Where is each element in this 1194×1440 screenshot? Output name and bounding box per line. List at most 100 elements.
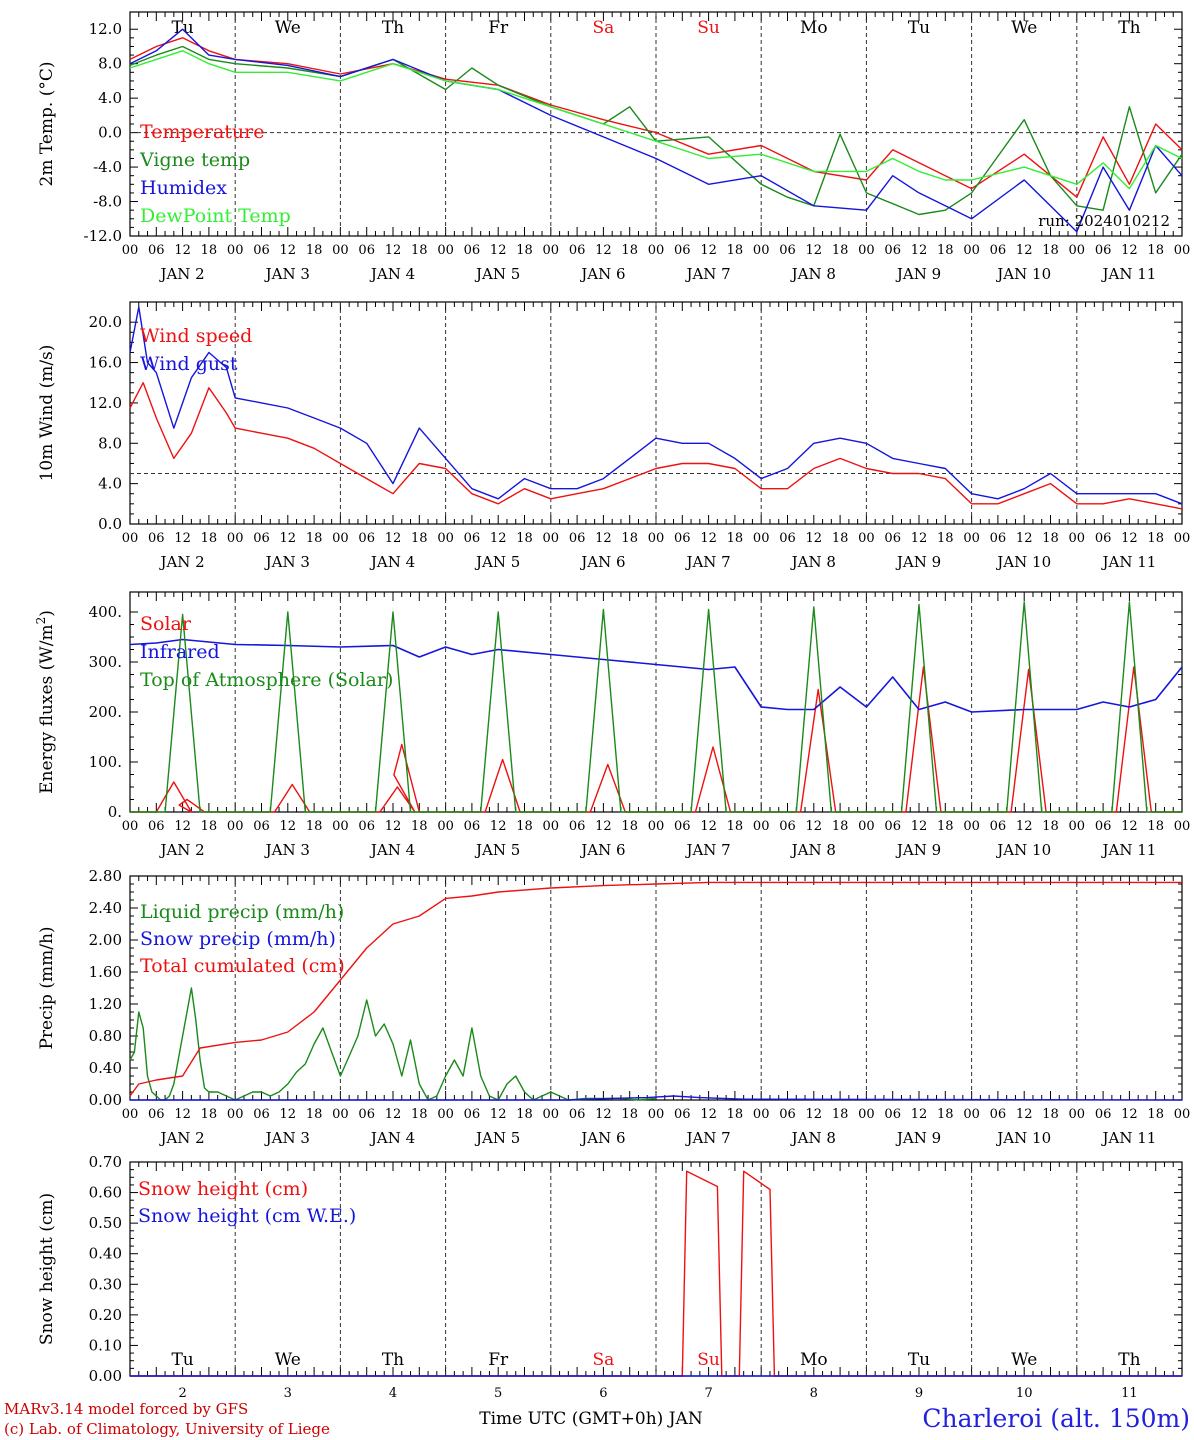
hour-tick-label: 00 xyxy=(332,531,349,546)
hour-tick-label: 00 xyxy=(437,1107,454,1122)
hour-tick-label: 06 xyxy=(1095,531,1112,546)
day-of-week-label: Su xyxy=(697,18,720,38)
day-of-week-label: Th xyxy=(1118,18,1140,38)
y-tick-label: -12.0 xyxy=(84,227,122,245)
hour-tick-label: 12 xyxy=(1121,243,1138,258)
hour-tick-label: 18 xyxy=(727,819,744,834)
hour-tick-label: 18 xyxy=(201,531,218,546)
hour-tick-label: 12 xyxy=(385,243,402,258)
hour-tick-label: 06 xyxy=(884,1107,901,1122)
hour-tick-label: 00 xyxy=(122,243,139,258)
hour-tick-label: 12 xyxy=(911,531,928,546)
date-label: JAN 7 xyxy=(684,1129,730,1147)
date-label: JAN 10 xyxy=(995,841,1051,859)
series-line-wind-gust xyxy=(129,306,1183,505)
hour-tick-label: 18 xyxy=(411,1107,428,1122)
y-tick-label: 12.0 xyxy=(89,20,122,38)
hour-tick-label: 12 xyxy=(806,819,823,834)
hour-tick-label: 18 xyxy=(201,1107,218,1122)
hour-tick-label: 12 xyxy=(1016,819,1033,834)
hour-tick-label: 00 xyxy=(437,531,454,546)
series-line-humidex xyxy=(129,28,1183,233)
hour-tick-label: 00 xyxy=(543,243,560,258)
hour-tick-label: 12 xyxy=(174,243,191,258)
hour-tick-label: 18 xyxy=(1042,531,1059,546)
hour-tick-label: 00 xyxy=(1069,1107,1086,1122)
legend-entry: Total cumulated (cm) xyxy=(140,955,345,977)
hour-tick-label: 06 xyxy=(464,243,481,258)
date-label: JAN 11 xyxy=(1100,841,1156,859)
hour-tick-label: 00 xyxy=(437,243,454,258)
hour-tick-label: 12 xyxy=(1016,243,1033,258)
y-tick-label: 4.0 xyxy=(98,475,122,493)
date-label: JAN 2 xyxy=(158,1129,204,1147)
hour-tick-label: 12 xyxy=(595,243,612,258)
day-of-week-label: Th xyxy=(1118,1350,1140,1370)
hour-tick-label: 18 xyxy=(727,531,744,546)
legend-entry: Snow height (cm W.E.) xyxy=(138,1205,356,1227)
date-label: JAN 9 xyxy=(895,553,941,571)
legend-entry: Snow height (cm) xyxy=(138,1178,308,1200)
hour-tick-label: 00 xyxy=(122,531,139,546)
date-label: JAN 9 xyxy=(895,265,941,283)
series-line-top-of-atmosphere-solar- xyxy=(130,601,1182,813)
day-of-week-label: Fr xyxy=(488,1350,509,1370)
hour-tick-label: 12 xyxy=(174,531,191,546)
date-label: JAN 7 xyxy=(684,265,730,283)
hour-tick-label: 00 xyxy=(753,243,770,258)
hour-tick-label: 00 xyxy=(648,1107,665,1122)
hour-tick-label: 12 xyxy=(174,1107,191,1122)
series-line-liquid-precip-mm-h- xyxy=(129,987,657,1101)
y-tick-label: -8.0 xyxy=(93,193,122,211)
hour-tick-label: 00 xyxy=(122,1107,139,1122)
legend-entry: Vigne temp xyxy=(139,149,250,171)
hour-tick-label: 06 xyxy=(674,531,691,546)
hour-tick-label: 00 xyxy=(227,531,244,546)
date-number-label: 11 xyxy=(1121,1386,1138,1401)
hour-tick-label: 18 xyxy=(516,1107,533,1122)
hour-tick-label: 00 xyxy=(543,1107,560,1122)
hour-tick-label: 06 xyxy=(148,1107,165,1122)
hour-tick-label: 18 xyxy=(832,1107,849,1122)
panel-4: 2.80 2.40 2.00 1.60 1.20 0.80 0.40 0.00 Precip (… xyxy=(37,867,1190,1147)
date-label: JAN 8 xyxy=(790,265,836,283)
hour-tick-label: 18 xyxy=(621,243,638,258)
hour-tick-label: 06 xyxy=(569,243,586,258)
hour-tick-label: 12 xyxy=(595,819,612,834)
y-tick-label: 0.20 xyxy=(89,1306,122,1324)
panel-3: 400. 300. 200. 100. 0. Energy fluxes (W/m2) 00… xyxy=(34,591,1190,859)
legend-entry: Infrared xyxy=(140,641,220,663)
series-line-total-cumulated-cm- xyxy=(129,881,1182,1097)
hour-tick-label: 18 xyxy=(937,819,954,834)
hour-tick-label: 18 xyxy=(411,819,428,834)
y-tick-label: 300. xyxy=(89,653,122,671)
hour-tick-label: 00 xyxy=(753,819,770,834)
legend-entry: Wind speed xyxy=(140,325,252,347)
hour-tick-label: 12 xyxy=(490,1107,507,1122)
date-label: JAN 5 xyxy=(474,265,520,283)
day-of-week-label: Su xyxy=(697,1350,720,1370)
date-label: JAN 3 xyxy=(264,553,310,571)
hour-tick-label: 00 xyxy=(858,243,875,258)
hour-tick-label: 18 xyxy=(621,531,638,546)
hour-tick-label: 12 xyxy=(1016,1107,1033,1122)
hour-tick-label: 00 xyxy=(543,531,560,546)
hour-tick-label: 18 xyxy=(306,243,323,258)
hour-tick-label: 18 xyxy=(411,531,428,546)
hour-tick-label: 00 xyxy=(332,243,349,258)
hour-tick-label: 00 xyxy=(1069,819,1086,834)
hour-tick-label: 06 xyxy=(148,243,165,258)
hour-tick-label: 18 xyxy=(937,243,954,258)
hour-tick-label: 06 xyxy=(148,531,165,546)
hour-tick-label: 18 xyxy=(1147,243,1164,258)
date-label: JAN 3 xyxy=(264,1129,310,1147)
hour-tick-label: 12 xyxy=(595,531,612,546)
date-label: JAN 10 xyxy=(995,265,1051,283)
day-of-week-label: Fr xyxy=(488,18,509,38)
y-axis-title: Energy fluxes (W/m2) xyxy=(34,610,57,794)
hour-tick-label: 12 xyxy=(911,1107,928,1122)
hour-tick-label: 00 xyxy=(437,819,454,834)
y-tick-label: 2.40 xyxy=(89,899,122,917)
hour-tick-label: 06 xyxy=(779,1107,796,1122)
y-tick-label: 0.70 xyxy=(89,1153,122,1171)
